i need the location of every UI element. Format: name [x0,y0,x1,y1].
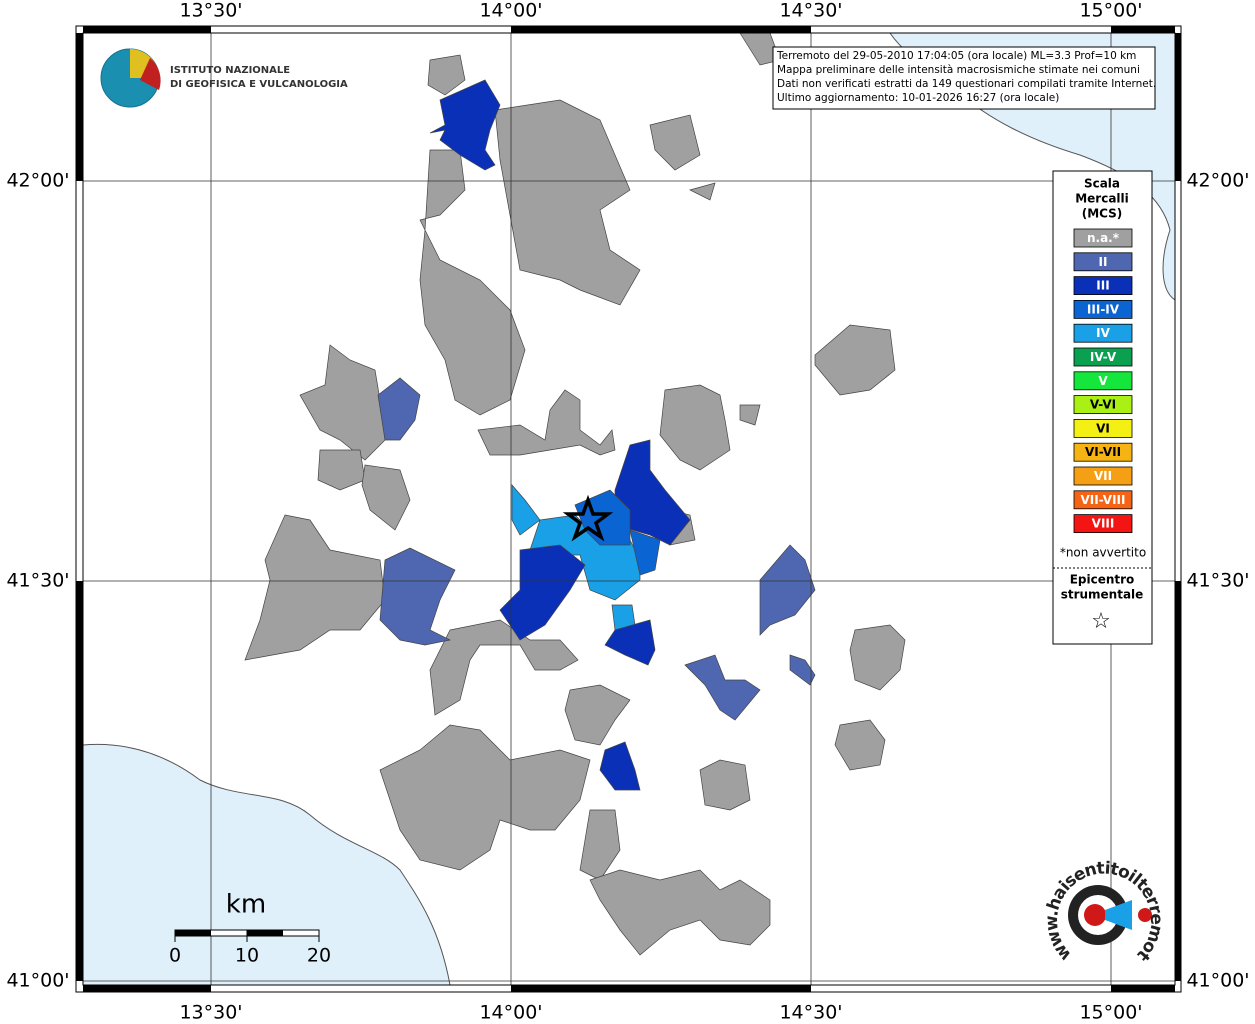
lat-label: 41°30' [6,570,69,592]
lat-label: 41°00' [1186,970,1249,992]
lon-label: 14°00' [479,1002,542,1024]
scale-tick-label: 20 [307,945,331,967]
lon-label: 14°30' [779,0,842,22]
legend-title: Scala [1084,177,1120,191]
lon-label: 15°00' [1079,0,1142,22]
legend-epicenter: strumentale [1061,588,1144,602]
legend-label: III [1096,279,1109,293]
frame [75,25,1182,993]
frame-stripe [83,985,211,992]
legend-star: ☆ [1091,609,1111,634]
legend-label: VII-VIII [1080,493,1125,507]
legend-swatch [1073,395,1133,415]
legend-swatch [1073,299,1133,319]
frame-stripe [1111,26,1175,33]
legend-label: VI-VII [1085,445,1121,459]
sea [82,743,451,986]
epicenter-star [562,494,614,542]
frame-stripe [83,26,211,33]
legend-label: VI [1096,421,1110,435]
legend-title: Mercalli [1075,192,1129,206]
legend-swatch [1073,252,1133,272]
legend-swatch [1073,276,1133,296]
info-line: Dati non verificati estratti da 149 ques… [777,78,1156,90]
legend-title: (MCS) [1082,207,1123,221]
scale-segment [247,930,283,936]
lon-label: 15°00' [1079,1002,1142,1024]
frame-stripe [1175,33,1181,181]
legend-label: II [1099,255,1108,269]
lon-label: 13°30' [179,1002,242,1024]
lon-label: 13°30' [179,0,242,22]
legend-swatch [1073,228,1133,248]
legend-swatch [1073,490,1133,510]
info-box [772,46,1156,110]
info-line: Ultimo aggiornamento: 10-01-2026 16:27 (… [777,92,1059,104]
legend-swatch [1073,347,1133,367]
legend-label: VIII [1092,517,1115,531]
scale-bar: km 0 10 20 [169,890,331,967]
lat-label: 42°00' [6,170,69,192]
scale-segment [175,930,211,936]
lon-label: 14°30' [779,1002,842,1024]
info-line: Mappa preliminare delle intensità macros… [777,64,1140,76]
legend-swatch [1073,418,1133,438]
legend-label: IV-V [1090,350,1117,364]
graticule [83,33,1175,985]
legend-label: n.a.* [1087,231,1120,245]
frame-stripe [511,26,811,33]
legend-label: V-VI [1090,398,1116,412]
ingv-logo: ISTITUTO NAZIONALE DI GEOFISICA E VULCAN… [100,48,348,108]
lat-label: 41°00' [6,970,69,992]
scale-tick-label: 0 [169,945,181,967]
legend-label: V [1098,374,1108,388]
frame-stripe [76,33,83,181]
legend-swatch [1073,323,1133,343]
frame-stripe [511,985,811,992]
legend-swatch [1073,371,1133,391]
lon-label: 14°00' [479,0,542,22]
frame-stripe [76,581,83,981]
frame-stripe [1111,985,1175,992]
lat-label: 41°30' [1186,570,1249,592]
scale-tick-label: 10 [235,945,259,967]
scale-unit: km [226,890,266,920]
institute-name: DI GEOFISICA E VULCANOLOGIA [170,79,348,90]
institute-name: ISTITUTO NAZIONALE [170,65,290,76]
legend-label: VII [1094,469,1112,483]
legend-swatch [1073,514,1133,533]
municipalities [244,32,906,956]
frame-stripe [1175,581,1181,981]
legend-swatch [1073,466,1133,486]
legend-label: IV [1096,326,1110,340]
legend-label: III-IV [1087,302,1120,316]
legend-swatch [1073,442,1133,462]
legend-epicenter: Epicentro [1070,573,1135,587]
info-line: Terremoto del 29-05-2010 17:04:05 (ora l… [776,50,1136,62]
legend-note: *non avvertito [1060,546,1146,560]
lat-label: 42°00' [1186,170,1249,192]
